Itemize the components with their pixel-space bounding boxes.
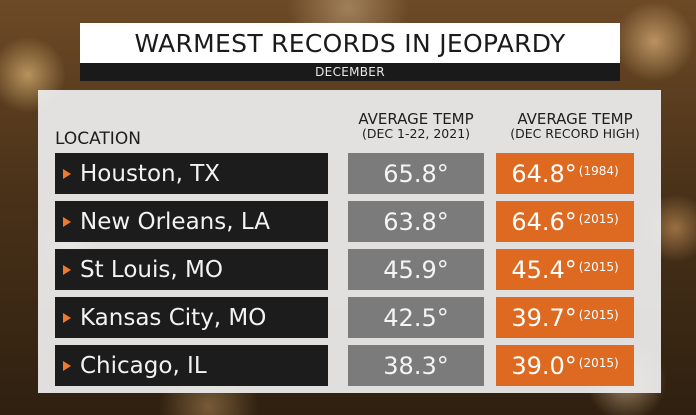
location-cell: Houston, TX (55, 153, 328, 194)
location-cell: Chicago, IL (55, 345, 328, 386)
record-high-cell: 45.4° (2015) (496, 249, 634, 290)
average-temp-value: 65.8° (383, 159, 449, 188)
graphic-subtitle: DECEMBER (315, 65, 385, 79)
average-temp-cell: 63.8° (348, 201, 484, 242)
average-temp-value: 63.8° (383, 207, 449, 236)
average-temp-value: 45.9° (383, 255, 449, 284)
title-bar: WARMEST RECORDS IN JEOPARDY (80, 23, 620, 63)
record-high-value: 39.0° (511, 351, 577, 380)
table-row: Chicago, IL 38.3° 39.0° (2015) (0, 345, 696, 387)
play-arrow-icon (63, 360, 71, 371)
record-high-value: 39.7° (511, 303, 577, 332)
play-arrow-icon (63, 168, 71, 179)
location-cell: St Louis, MO (55, 249, 328, 290)
record-high-cell: 64.6° (2015) (496, 201, 634, 242)
record-high-header-sub: (DEC RECORD HIGH) (510, 126, 640, 141)
record-year: (1984) (578, 163, 619, 178)
play-arrow-icon (63, 312, 71, 323)
location-cell: Kansas City, MO (55, 297, 328, 338)
record-high-cell: 64.8° (1984) (496, 153, 634, 194)
average-temp-header-sub: (DEC 1-22, 2021) (361, 126, 471, 141)
record-year: (2015) (578, 259, 619, 274)
subtitle-bar: DECEMBER (80, 63, 620, 81)
play-arrow-icon (63, 264, 71, 275)
record-year: (2015) (578, 211, 619, 226)
record-high-value: 64.8° (511, 159, 577, 188)
table-row: Houston, TX 65.8° 64.8° (1984) (0, 153, 696, 195)
graphic-title: WARMEST RECORDS IN JEOPARDY (134, 28, 566, 58)
average-temp-value: 38.3° (383, 351, 449, 380)
record-high-value: 64.6° (511, 207, 577, 236)
play-arrow-icon (63, 216, 71, 227)
record-high-header-label: AVERAGE TEMP (517, 110, 633, 128)
record-high-cell: 39.7° (2015) (496, 297, 634, 338)
record-high-cell: 39.0° (2015) (496, 345, 634, 386)
table-row: St Louis, MO 45.9° 45.4° (2015) (0, 249, 696, 291)
location-name: Houston, TX (80, 160, 221, 187)
location-name: Chicago, IL (80, 352, 207, 379)
average-temp-cell: 38.3° (348, 345, 484, 386)
average-temp-cell: 65.8° (348, 153, 484, 194)
average-temp-cell: 42.5° (348, 297, 484, 338)
average-temp-column-header: AVERAGE TEMP (DEC 1-22, 2021) (348, 112, 484, 141)
location-column-header: LOCATION (55, 129, 141, 149)
table-row: Kansas City, MO 42.5° 39.7° (2015) (0, 297, 696, 339)
location-name: New Orleans, LA (80, 208, 270, 235)
record-high-value: 45.4° (511, 255, 577, 284)
location-name: Kansas City, MO (80, 304, 267, 331)
record-high-column-header: AVERAGE TEMP (DEC RECORD HIGH) (496, 112, 654, 141)
average-temp-value: 42.5° (383, 303, 449, 332)
average-temp-cell: 45.9° (348, 249, 484, 290)
location-cell: New Orleans, LA (55, 201, 328, 242)
record-year: (2015) (578, 355, 619, 370)
location-name: St Louis, MO (80, 256, 223, 283)
table-row: New Orleans, LA 63.8° 64.6° (2015) (0, 201, 696, 243)
record-year: (2015) (578, 307, 619, 322)
average-temp-header-label: AVERAGE TEMP (358, 110, 474, 128)
